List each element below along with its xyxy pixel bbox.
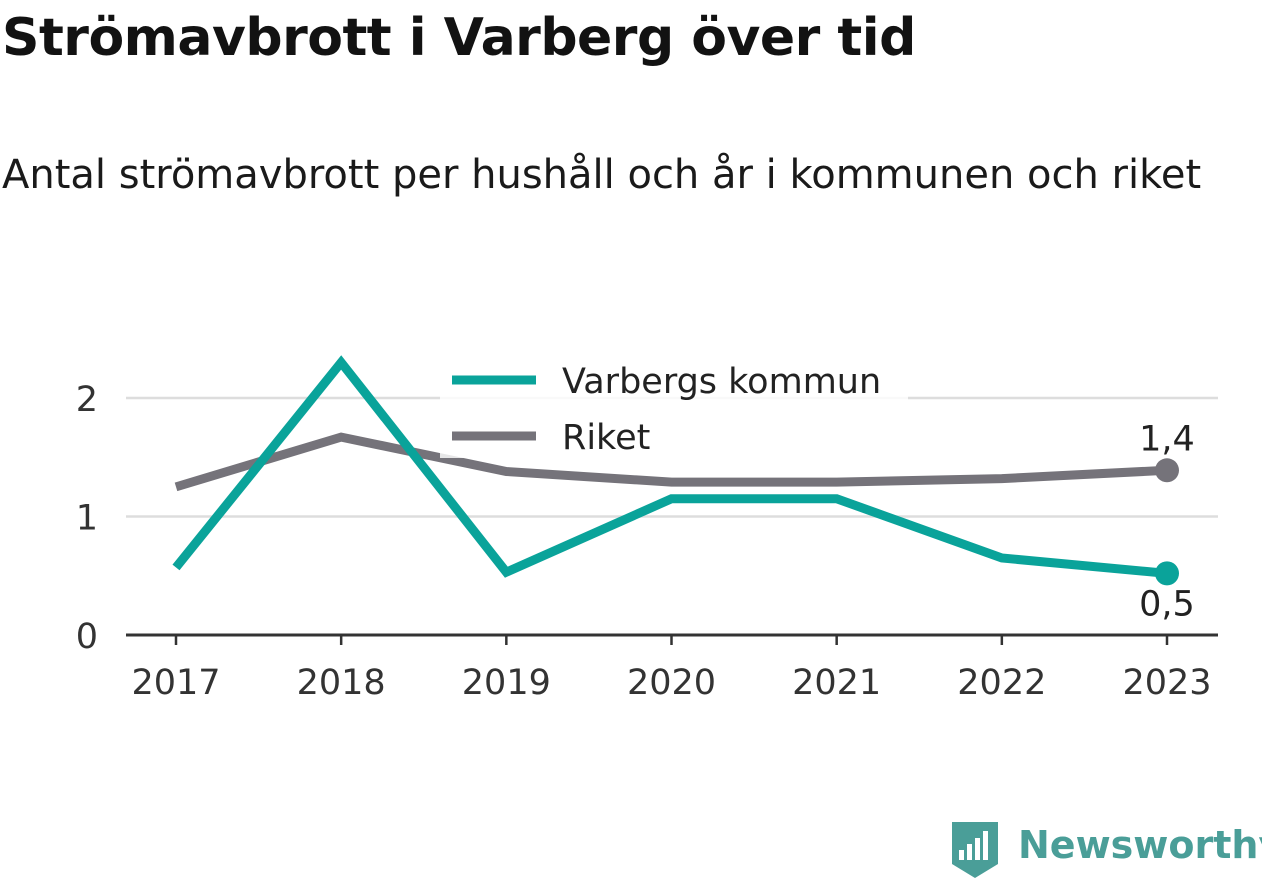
series-line-varbergs-kommun <box>172 355 1168 578</box>
y-tick-label: 0 <box>76 617 98 657</box>
axes: 0 1 2 2017 2018 2019 2020 2021 2022 2023 <box>76 380 1218 703</box>
series <box>172 355 1179 586</box>
chart-subtitle: Antal strömavbrott per hushåll och år i … <box>2 152 1202 198</box>
x-tick-label: 2017 <box>131 663 220 703</box>
data-labels: 0,5 1,4 <box>1139 419 1195 624</box>
end-value-label: 0,5 <box>1139 584 1195 624</box>
x-tick-label: 2022 <box>957 663 1046 703</box>
chart-title: Strömavbrott i Varberg över tid <box>2 8 916 68</box>
x-tick-label: 2019 <box>462 663 551 703</box>
newsworthy-bar-chart-icon <box>952 822 998 878</box>
legend: Varbergs kommun Riket <box>440 348 908 458</box>
x-tick-label: 2023 <box>1122 663 1211 703</box>
y-tick-label: 2 <box>76 380 98 420</box>
end-point-varbergs-kommun <box>1155 561 1179 586</box>
end-value-label: 1,4 <box>1139 419 1195 459</box>
x-tick-label: 2020 <box>627 663 716 703</box>
legend-label: Varbergs kommun <box>562 362 881 402</box>
x-tick-label: 2018 <box>297 663 386 703</box>
line-chart: 0 1 2 2017 2018 2019 2020 2021 2022 2023 Varbergs… <box>75 348 1218 703</box>
legend-label: Riket <box>562 418 650 458</box>
end-point-riket <box>1155 458 1179 483</box>
x-tick-label: 2021 <box>792 663 881 703</box>
brand-footer: Newsworthy <box>950 818 1262 879</box>
brand-name: Newsworthy <box>1018 823 1262 867</box>
y-tick-label: 1 <box>76 499 98 539</box>
series-line-riket <box>174 432 1168 492</box>
